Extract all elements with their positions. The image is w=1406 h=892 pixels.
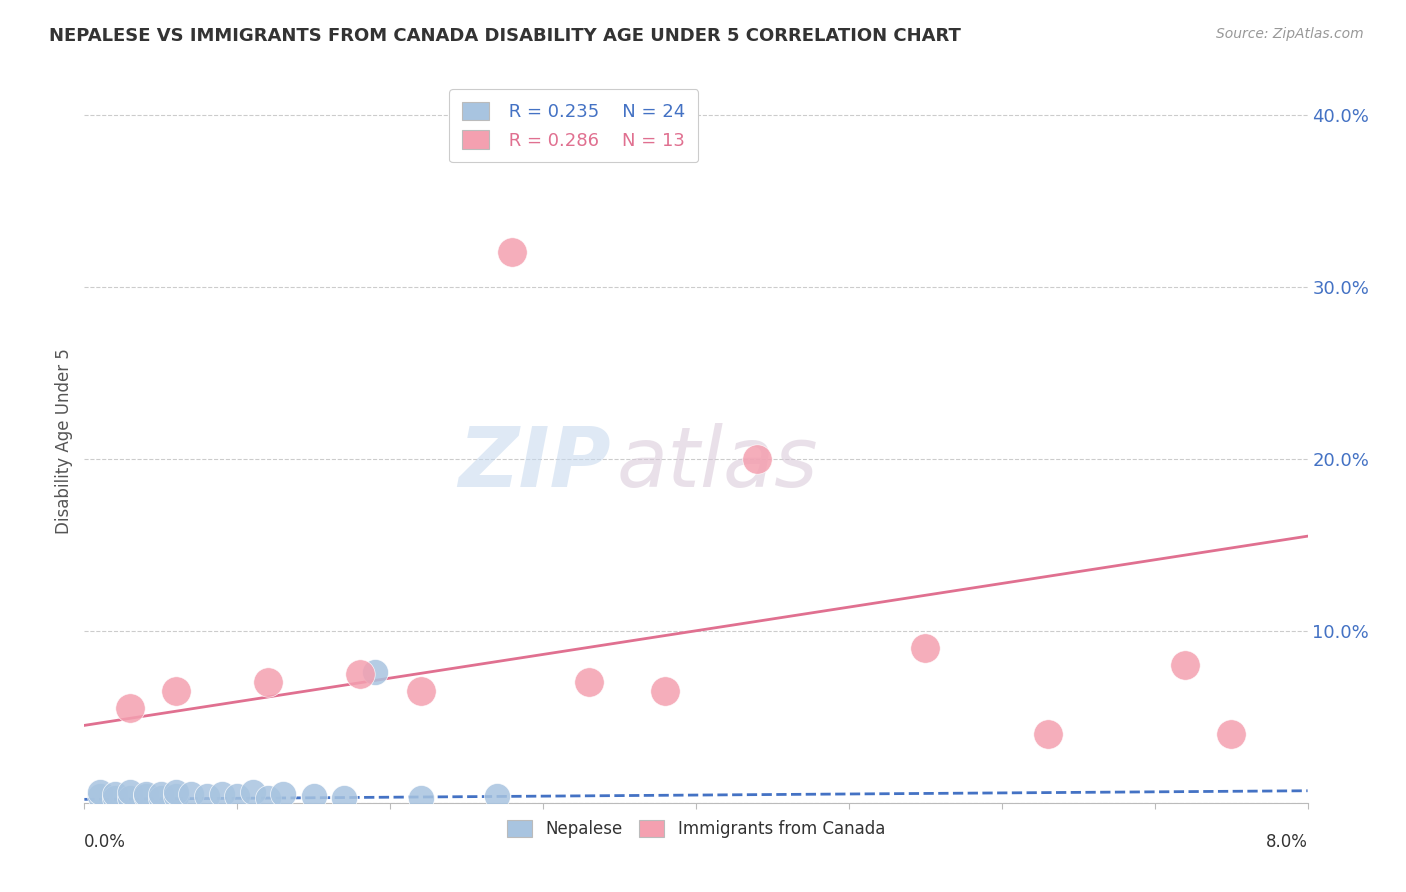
Point [149,787,172,801]
Point [120,785,142,799]
Point [257,675,280,690]
Point [89,789,111,803]
Point [654,684,676,698]
Point [180,787,202,801]
Point [104,790,127,805]
Point [165,789,187,803]
Point [149,790,172,805]
Point [349,666,371,681]
Point [165,684,187,698]
Point [502,245,524,260]
Point [120,701,142,715]
Point [364,665,387,679]
Point [211,787,233,801]
Point [271,787,294,801]
Point [104,787,127,801]
Point [914,640,936,655]
Point [747,451,769,466]
Point [226,789,249,803]
Point [242,785,264,799]
Text: atlas: atlas [616,423,818,504]
Point [486,789,509,803]
Point [333,790,356,805]
Point [409,790,432,805]
Text: ZIP: ZIP [458,423,610,504]
Text: 8.0%: 8.0% [1265,833,1308,851]
Point [195,789,218,803]
Point [165,785,187,799]
Y-axis label: Disability Age Under 5: Disability Age Under 5 [55,349,73,534]
Point [578,675,600,690]
Point [257,790,280,805]
Text: 0.0%: 0.0% [84,833,127,851]
Point [120,790,142,805]
Point [135,787,157,801]
Point [409,684,432,698]
Text: Source: ZipAtlas.com: Source: ZipAtlas.com [1216,27,1364,41]
Point [1220,727,1243,741]
Point [1174,658,1197,673]
Text: NEPALESE VS IMMIGRANTS FROM CANADA DISABILITY AGE UNDER 5 CORRELATION CHART: NEPALESE VS IMMIGRANTS FROM CANADA DISAB… [49,27,962,45]
Legend: Nepalese, Immigrants from Canada: Nepalese, Immigrants from Canada [501,814,891,845]
Point [135,789,157,803]
Point [302,789,325,803]
Point [89,785,111,799]
Point [1036,727,1059,741]
